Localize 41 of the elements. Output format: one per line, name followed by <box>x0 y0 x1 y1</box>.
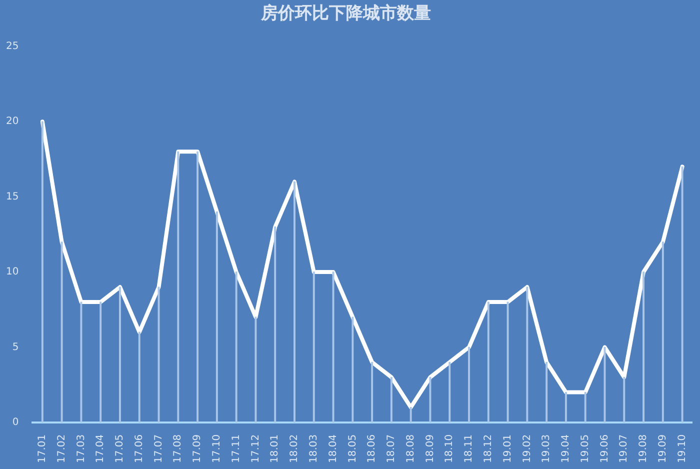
y-tick-label: 5 <box>12 342 19 353</box>
x-tick-label: 17.12 <box>250 434 262 464</box>
x-tick-label: 19.01 <box>502 434 514 464</box>
x-tick-label: 18.07 <box>386 434 398 464</box>
x-tick-label: 19.06 <box>599 434 610 464</box>
y-tick-label: 15 <box>6 191 19 202</box>
y-tick-label: 20 <box>6 116 19 128</box>
x-tick-label: 19.07 <box>618 434 630 464</box>
x-tick-label: 19.02 <box>522 434 533 464</box>
x-tick-label: 17.04 <box>95 434 106 464</box>
x-tick-label: 18.01 <box>270 434 281 464</box>
x-tick-label: 17.01 <box>37 434 48 464</box>
x-tick-label: 19.08 <box>638 434 650 464</box>
x-tick-label: 17.10 <box>212 434 223 464</box>
y-tick-label: 10 <box>6 266 19 278</box>
x-tick-label: 18.10 <box>444 434 456 464</box>
x-tick-label: 18.03 <box>308 434 320 464</box>
x-tick-label: 17.07 <box>153 434 164 464</box>
x-tick-label: 17.11 <box>230 434 242 464</box>
x-tick-label: 17.08 <box>172 434 184 464</box>
x-tick-label: 18.02 <box>289 434 300 464</box>
chart-title: 房价环比下降城市数量 <box>260 4 431 23</box>
x-tick-label: 17.06 <box>134 434 145 464</box>
x-tick-label: 17.02 <box>56 434 68 464</box>
x-tick-label: 19.09 <box>658 434 669 464</box>
x-tick-label: 17.09 <box>192 434 204 464</box>
x-tick-label: 18.05 <box>347 434 358 464</box>
x-tick-label: 18.11 <box>464 434 475 464</box>
x-tick-label: 18.06 <box>366 434 378 464</box>
x-tick-label: 19.04 <box>560 434 572 464</box>
x-tick-label: 17.05 <box>114 434 126 464</box>
x-tick-label: 19.05 <box>580 434 591 464</box>
x-tick-label: 18.04 <box>328 434 339 464</box>
x-tick-label: 19.03 <box>541 434 552 464</box>
x-tick-label: 18.09 <box>424 434 436 464</box>
x-tick-label: 18.08 <box>405 434 416 464</box>
y-tick-label: 25 <box>6 40 19 52</box>
x-tick-label: 19.10 <box>676 434 688 464</box>
x-tick-label: 18.12 <box>482 434 494 464</box>
x-tick-label: 17.03 <box>76 434 87 464</box>
y-tick-label: 0 <box>12 416 19 428</box>
